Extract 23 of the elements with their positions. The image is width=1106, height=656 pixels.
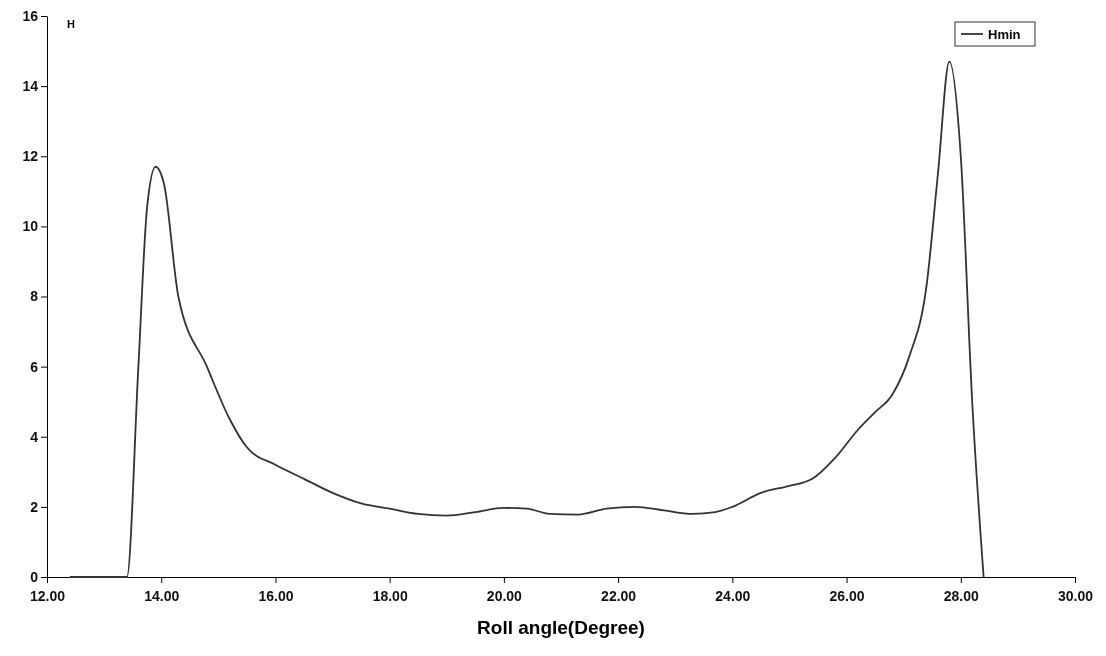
- x-tick-label: 24.00: [715, 588, 751, 605]
- x-tick-label: 20.00: [486, 588, 523, 605]
- x-tick-label: 18.00: [372, 588, 408, 605]
- line-series: [68, 60, 985, 578]
- y-tick-label: 16: [22, 7, 39, 24]
- y-axis-title: H: [67, 18, 75, 30]
- y-tick-label: 6: [30, 358, 39, 375]
- y-tick-label: 8: [30, 288, 39, 305]
- x-tick-label: 22.00: [601, 588, 637, 605]
- x-axis-title: Roll angle(Degree): [477, 617, 645, 638]
- y-tick-label: 14: [22, 78, 39, 95]
- x-tick-label: 16.00: [258, 588, 294, 605]
- x-tick-label: 28.00: [943, 588, 979, 605]
- x-tick-label: 12.00: [29, 588, 66, 605]
- y-tick-label: 12: [22, 148, 39, 165]
- legend-label: Hmin: [988, 27, 1021, 42]
- x-tick-label: 14.00: [144, 588, 180, 605]
- y-tick-label: 2: [30, 498, 39, 515]
- y-tick-label: 10: [22, 218, 39, 235]
- x-tick-label: 30.00: [1057, 588, 1094, 605]
- y-tick-label: 4: [30, 428, 39, 445]
- y-tick-label: 0: [30, 568, 39, 585]
- x-tick-label: 26.00: [829, 588, 865, 605]
